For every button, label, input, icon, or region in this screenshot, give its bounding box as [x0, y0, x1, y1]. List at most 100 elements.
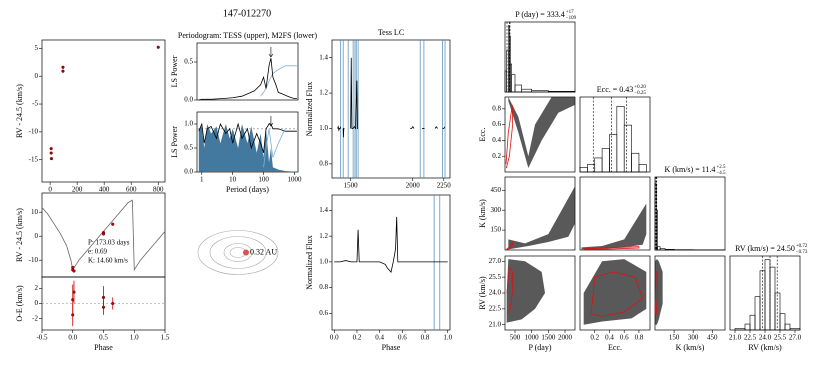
histogram-bar — [784, 323, 791, 331]
y-tick-label: 0.6 — [319, 309, 328, 317]
title-upper-error: +17 — [566, 10, 574, 15]
x-tick-label: 0.0 — [68, 334, 77, 342]
y-tick-label: 0.2 — [492, 152, 501, 160]
x-tick-label: 1500 — [541, 334, 556, 342]
y-tick-label: 0.4 — [492, 136, 501, 144]
data-point — [111, 222, 115, 226]
y-tick-label: 0 — [35, 72, 39, 80]
data-point — [101, 232, 106, 236]
y-tick-label: 300 — [491, 206, 502, 214]
histogram-bar — [789, 328, 801, 331]
x-tick-label: 600 — [126, 186, 137, 194]
data-point — [61, 65, 65, 69]
x-tick-label: 200 — [72, 186, 83, 194]
x-tick-label: 400 — [99, 186, 110, 194]
x-tick-label: 1000 — [287, 176, 302, 184]
histogram-bar — [623, 124, 632, 173]
y-tick-label: 10 — [31, 208, 39, 216]
x-tick-label: 1.0 — [443, 334, 452, 342]
x-tick-label: 25.5 — [774, 334, 787, 342]
x-tick-label: 150 — [669, 334, 680, 342]
data-line — [506, 240, 513, 250]
orbit-path — [223, 243, 253, 262]
y-tick-label: 0.6 — [492, 120, 501, 128]
y-axis-label: Normalized Flux — [305, 82, 314, 136]
x-tick-label: 22.5 — [744, 334, 757, 342]
plot-frame — [331, 39, 451, 179]
star — [243, 249, 249, 256]
y-tick-label: 0.8 — [319, 283, 328, 291]
density-region — [508, 97, 575, 169]
y-axis-label: Ecc. — [478, 128, 487, 142]
x-tick-label: 0.6 — [620, 334, 629, 342]
orbit-path — [197, 230, 279, 275]
orbit-path — [209, 236, 267, 269]
x-tick-label: 10 — [229, 176, 237, 184]
x-tick-label: 0.8 — [421, 334, 430, 342]
y-tick-label: -10 — [29, 127, 39, 135]
plot-frame — [41, 39, 166, 183]
plot-frame — [504, 96, 576, 173]
y-tick-label: -5 — [32, 100, 38, 108]
y-tick-label: 1.2 — [319, 89, 328, 97]
title-lower-error: −109 — [566, 16, 577, 21]
x-tick-label: -0.5 — [36, 334, 48, 342]
x-axis-label: Phase — [94, 343, 113, 352]
title-lower-error: −4.5 — [716, 171, 726, 176]
y-tick-label: 22.5 — [489, 304, 502, 312]
x-tick-label: 2000 — [558, 334, 573, 342]
x-tick-label: 0.0 — [330, 334, 339, 342]
y-tick-label: 0 — [35, 299, 39, 307]
data-point — [49, 147, 53, 151]
y-tick-label: 0.8 — [319, 159, 328, 167]
x-tick-label: 21.0 — [729, 334, 742, 342]
title-upper-error: +0.20 — [634, 85, 646, 90]
data-line — [334, 216, 448, 273]
title-upper-error: +2.5 — [716, 165, 726, 170]
y-tick-label: 0.0 — [184, 168, 193, 176]
plot-frame — [331, 194, 451, 331]
data-line — [198, 58, 297, 101]
x-tick-label: 800 — [153, 186, 164, 194]
data-line — [590, 271, 644, 317]
x-axis-label: RV (km/s) — [748, 343, 782, 352]
y-tick-label: 27.0 — [489, 257, 502, 265]
x-tick-label: 0 — [48, 186, 52, 194]
period-arrow — [268, 47, 274, 58]
figure-title: 147-012270 — [223, 8, 271, 19]
x-tick-label: 0.5 — [99, 334, 108, 342]
y-tick-label: 1.0 — [184, 120, 193, 128]
panel-title: RV (km/s) = 24.50 — [735, 244, 795, 253]
y-tick-label: 25.5 — [489, 273, 502, 281]
annotation: e: 0.69 — [88, 248, 108, 256]
x-tick-label: 0.2 — [590, 334, 599, 342]
x-tick-label: 1 — [200, 176, 204, 184]
y-tick-label: 150 — [491, 226, 502, 234]
y-tick-label: 0.5 — [184, 144, 193, 152]
x-tick-label: 1.0 — [130, 334, 139, 342]
y-tick-label: 0.8 — [492, 104, 501, 112]
title-lower-error: −0.25 — [634, 91, 646, 96]
x-tick-label: 300 — [688, 334, 699, 342]
data-point — [156, 45, 160, 49]
x-tick-label: 0.8 — [635, 334, 644, 342]
data-point — [49, 151, 53, 155]
y-axis-label: O-E (km/s) — [15, 285, 24, 322]
data-line — [505, 104, 514, 169]
x-tick-label: 0.2 — [353, 334, 362, 342]
y-tick-label: 21.0 — [489, 320, 502, 328]
y-tick-label: -10 — [29, 256, 39, 264]
histogram-bar — [638, 164, 647, 173]
y-axis-label: RV - 24.5 (km/s) — [15, 84, 24, 138]
x-tick-label: 0.4 — [375, 334, 384, 342]
data-line — [41, 199, 166, 272]
title-lower-error: −0.73 — [796, 250, 808, 255]
plot-frame — [196, 42, 299, 101]
y-tick-label: 1.4 — [319, 206, 328, 214]
x-axis-label: K (km/s) — [676, 343, 705, 352]
y-axis-label: K (km/s) — [478, 199, 487, 228]
y-axis-label: LS Power — [170, 55, 179, 87]
data-line — [654, 271, 658, 315]
